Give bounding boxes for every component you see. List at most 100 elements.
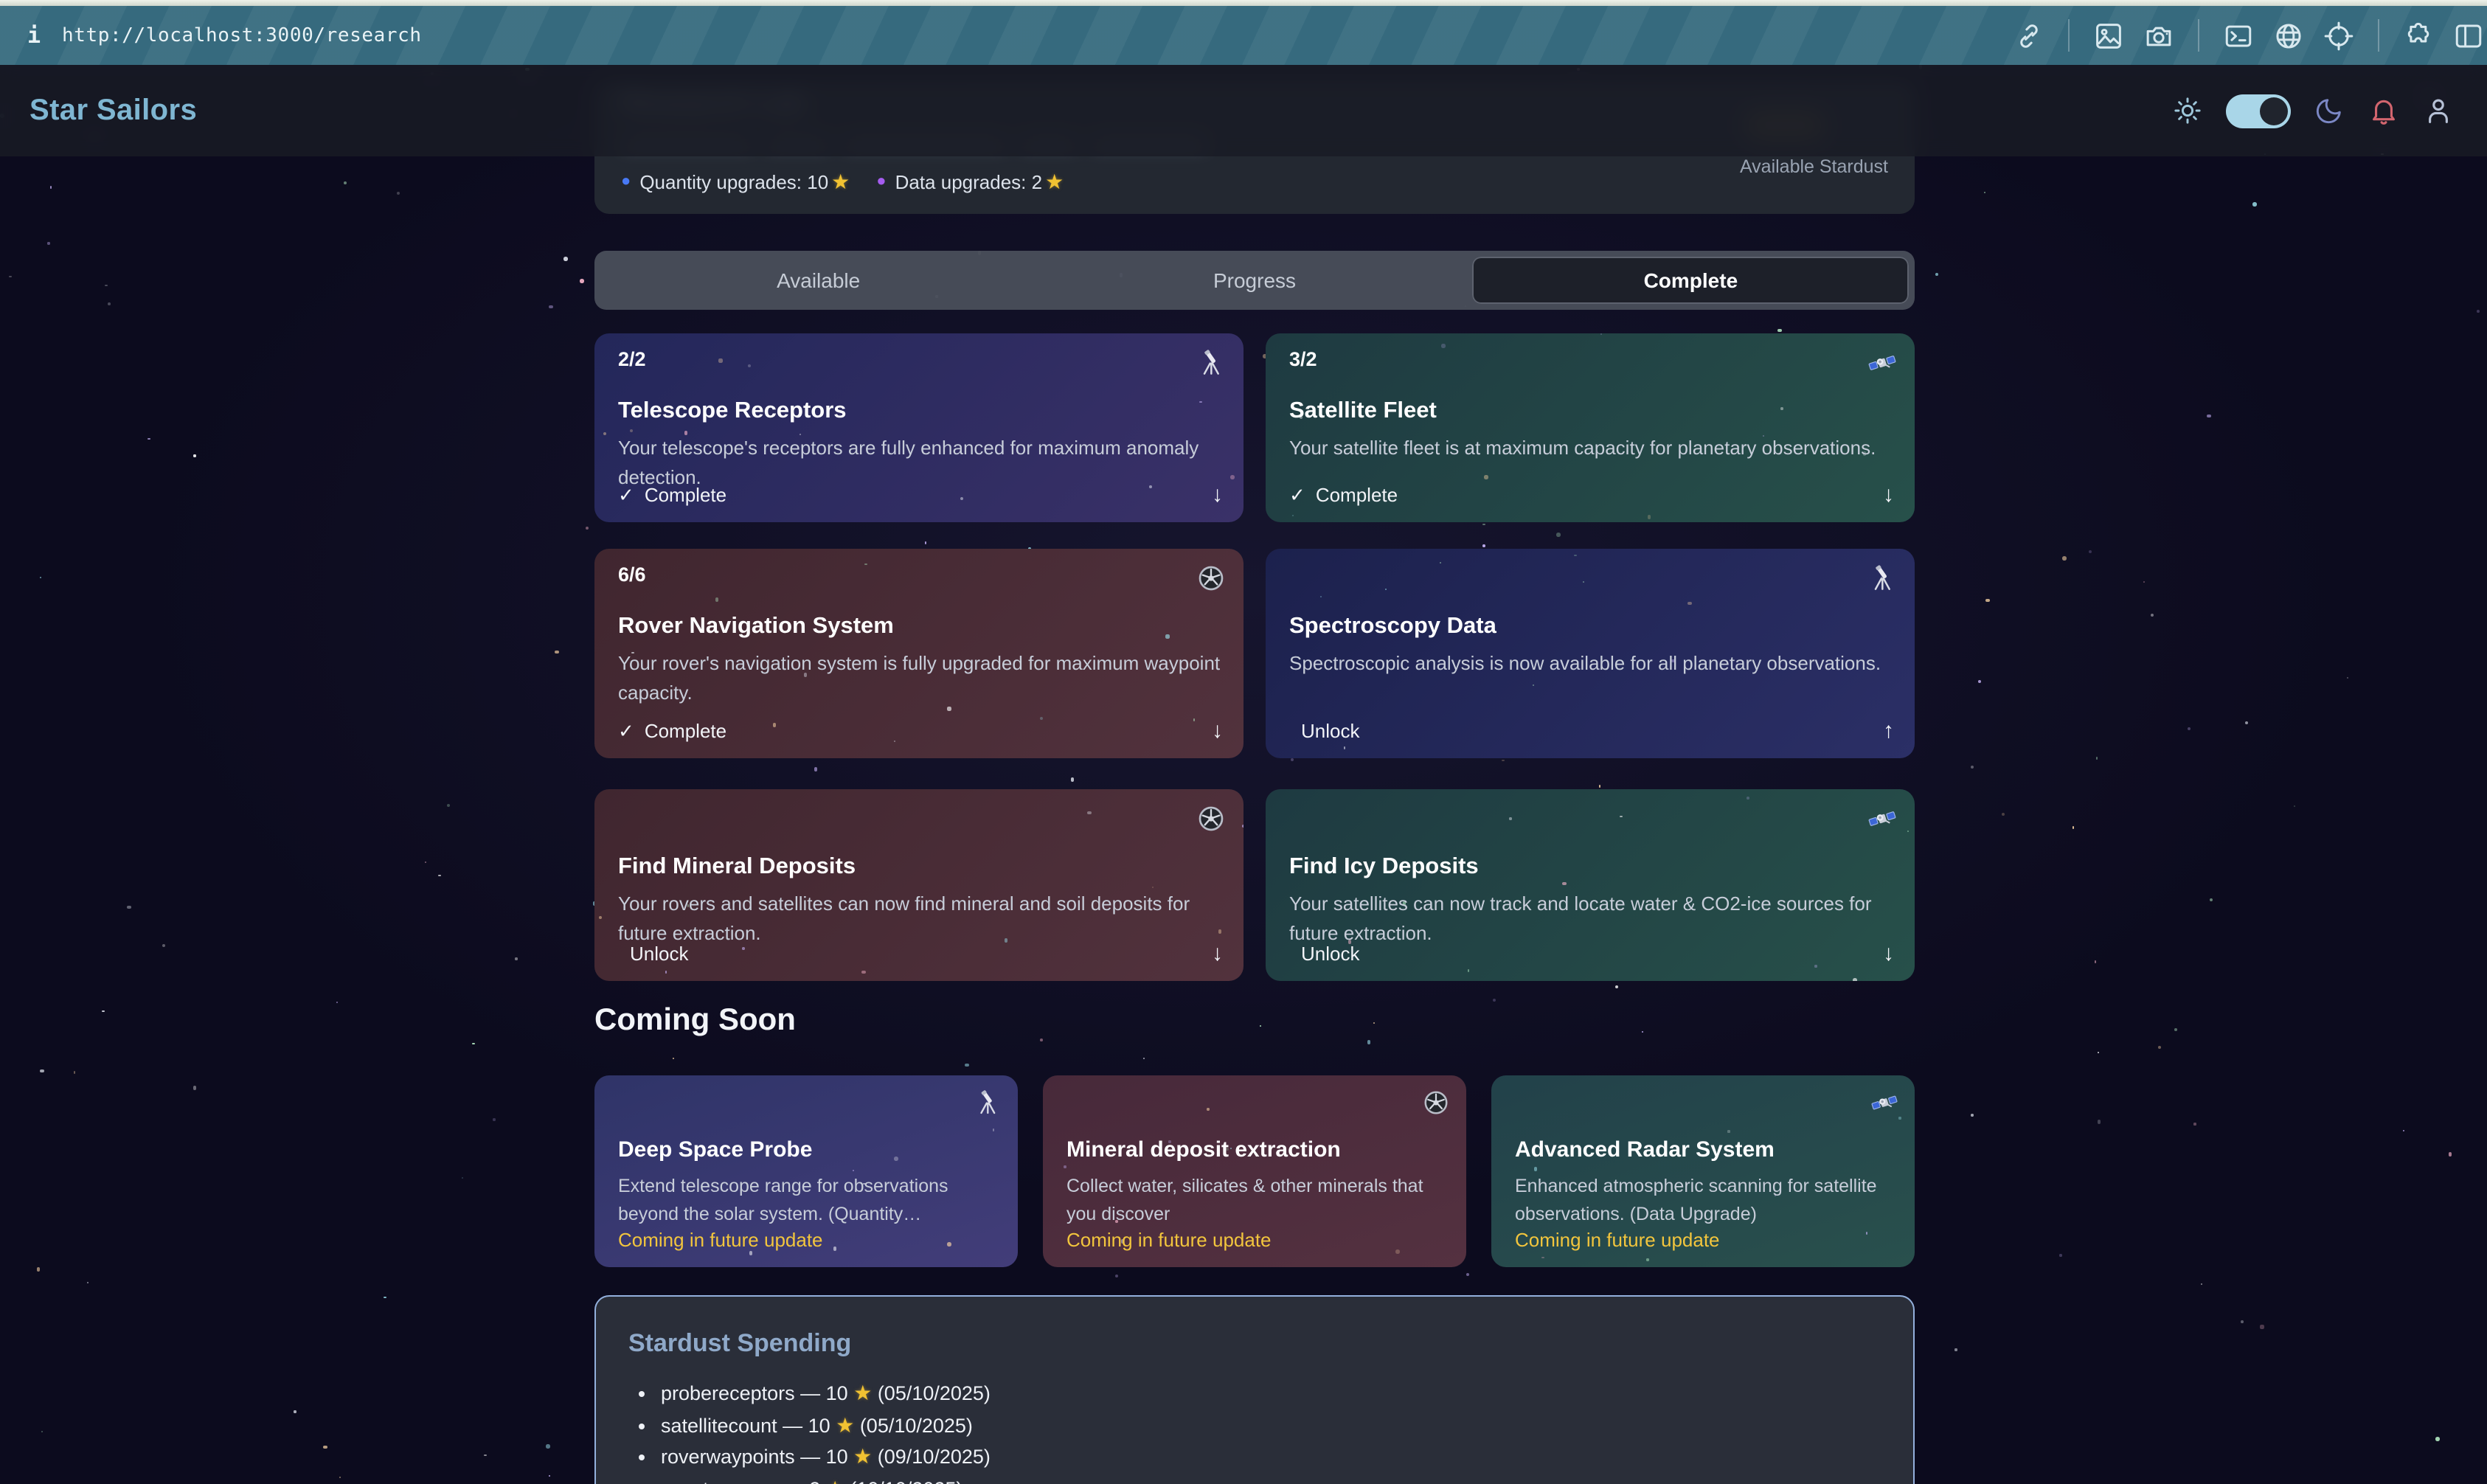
unlock-button[interactable]: Unlock (1301, 943, 1360, 965)
star-dot (86, 1281, 89, 1284)
terminal-icon[interactable] (2223, 20, 2254, 51)
find-icy-deposits-card[interactable]: Find Icy Deposits Your satellites can now… (1266, 789, 1915, 981)
sun-icon (2171, 94, 2204, 127)
card-title: Mineral deposit extraction (1066, 1137, 1341, 1162)
expand-arrow-icon[interactable]: ↓ (1212, 718, 1223, 743)
tab-available[interactable]: Available (777, 268, 861, 292)
star-dot (1484, 475, 1488, 479)
star-dot (2095, 757, 2098, 759)
unlock-button[interactable]: Unlock (630, 943, 689, 965)
star-dot (555, 651, 559, 654)
star-dot (1148, 485, 1152, 488)
star-dot (684, 431, 688, 435)
star-dot (1983, 192, 1985, 194)
star-dot (599, 915, 603, 919)
moon-icon (2313, 94, 2345, 127)
star-icon: ★ (831, 170, 850, 193)
progress-count: 3/2 (1289, 348, 1317, 370)
camera-icon[interactable] (2143, 20, 2174, 51)
expand-arrow-icon[interactable]: ↓ (1212, 941, 1223, 966)
collapse-arrow-icon[interactable]: ↑ (1883, 718, 1894, 743)
user-avatar-icon[interactable] (2422, 94, 2455, 127)
satellite-fleet-card[interactable]: 3/2 Satellite Fleet Your satellite fleet i… (1266, 333, 1915, 522)
globe-icon[interactable] (2273, 20, 2304, 51)
unlock-button[interactable]: Unlock (1301, 720, 1360, 742)
star-dot (549, 305, 553, 309)
star-dot (1978, 680, 1982, 684)
star-dot (2244, 721, 2248, 724)
star-icon: ★ (853, 1444, 873, 1468)
crosshair-icon[interactable] (2323, 20, 2354, 51)
star-dot (102, 1010, 105, 1013)
star-dot (585, 527, 589, 530)
star-dot (1199, 401, 1202, 403)
tab-complete[interactable]: Complete (1472, 257, 1910, 304)
star-dot (1863, 451, 1867, 456)
coming-soon-heading: Coming Soon (594, 1003, 796, 1037)
star-dot (462, 1176, 464, 1179)
puzzle-icon[interactable] (2403, 20, 2434, 51)
star-dot (148, 437, 150, 440)
spending-list: probereceptors — 10 ★ (05/10/2025)satell… (628, 1378, 1881, 1484)
star-dot (1384, 588, 1387, 590)
card-footer: ✓ Complete ↓ (618, 718, 1223, 743)
deep-space-probe-card[interactable]: Deep Space Probe Extend telescope range f… (594, 1075, 1018, 1267)
research-row-3: Find Mineral Deposits Your rovers and sat… (594, 789, 1915, 981)
info-icon: i (27, 22, 41, 49)
star-dot (1985, 598, 1990, 602)
tab-progress[interactable]: Progress (1213, 268, 1297, 292)
mineral-deposit-extraction-card[interactable]: Mineral deposit extraction Collect water,… (1043, 1075, 1466, 1267)
star-dot (894, 1157, 899, 1161)
card-description: Your telescope's receptors are fully enh… (618, 437, 1199, 489)
coming-soon-badge: Coming in future update (618, 1229, 823, 1251)
expand-arrow-icon[interactable]: ↓ (1883, 941, 1894, 966)
status-complete: ✓ Complete (618, 719, 727, 741)
card-footer: Unlock ↑ (1289, 718, 1894, 743)
star-dot (2210, 898, 2213, 901)
rover-navigation-system-card[interactable]: 6/6 Rover Navigation System Your rover's n… (594, 549, 1244, 758)
star-dot (672, 1058, 674, 1060)
card-footer: ✓ Complete ↓ (1289, 482, 1894, 507)
card-title: Rover Navigation System (618, 614, 894, 639)
star-dot (1970, 765, 1974, 769)
star-dot (1300, 415, 1303, 419)
url-text[interactable]: http://localhost:3000/research (62, 24, 422, 46)
theme-toggle[interactable] (2226, 94, 2291, 128)
expand-arrow-icon[interactable]: ↓ (1212, 482, 1223, 507)
advanced-radar-system-card[interactable]: Advanced Radar System Enhanced atmospheri… (1491, 1075, 1915, 1267)
image-icon[interactable] (2093, 20, 2124, 51)
star-dot (39, 576, 41, 578)
app-title: Star Sailors (30, 94, 198, 126)
card-description: Enhanced atmospheric scanning for satell… (1515, 1176, 1877, 1224)
star-dot (1241, 824, 1244, 828)
link-icon[interactable] (2013, 20, 2044, 51)
expand-arrow-icon[interactable]: ↓ (1883, 482, 1894, 507)
spending-item: probereceptors — 10 ★ (05/10/2025) (661, 1378, 1881, 1410)
star-dot (1291, 757, 1294, 761)
panel-icon[interactable] (2453, 20, 2484, 51)
star-dot (1780, 407, 1784, 410)
star-dot (631, 651, 634, 654)
star-dot (41, 1430, 44, 1433)
satellite-icon (1867, 348, 1897, 378)
star-dot (852, 1169, 855, 1172)
spectroscopy-data-card[interactable]: Spectroscopy Data Spectroscopic analysis … (1266, 549, 1915, 758)
star-icon: ★ (853, 1381, 873, 1404)
star-dot (629, 429, 634, 433)
notifications-bell-icon[interactable] (2368, 94, 2400, 127)
quantity-upgrades-dot-icon: ● (621, 173, 631, 190)
star-dot (1814, 965, 1817, 968)
star-dot (1774, 1193, 1777, 1196)
data-upgrades-chip: ● Data upgrades: 2 ★ (876, 170, 1064, 195)
star-dot (1263, 354, 1267, 358)
star-dot (73, 1071, 76, 1074)
find-mineral-deposits-card[interactable]: Find Mineral Deposits Your rovers and sat… (594, 789, 1244, 981)
star-dot (293, 1410, 296, 1413)
telescope-receptors-card[interactable]: 2/2 Telescope Receptors Your telescope's … (594, 333, 1244, 522)
star-dot (2158, 1046, 2162, 1050)
star-dot (1482, 523, 1485, 526)
star-dot (1226, 1147, 1229, 1151)
card-title: Deep Space Probe (618, 1137, 813, 1162)
star-dot (563, 257, 568, 261)
